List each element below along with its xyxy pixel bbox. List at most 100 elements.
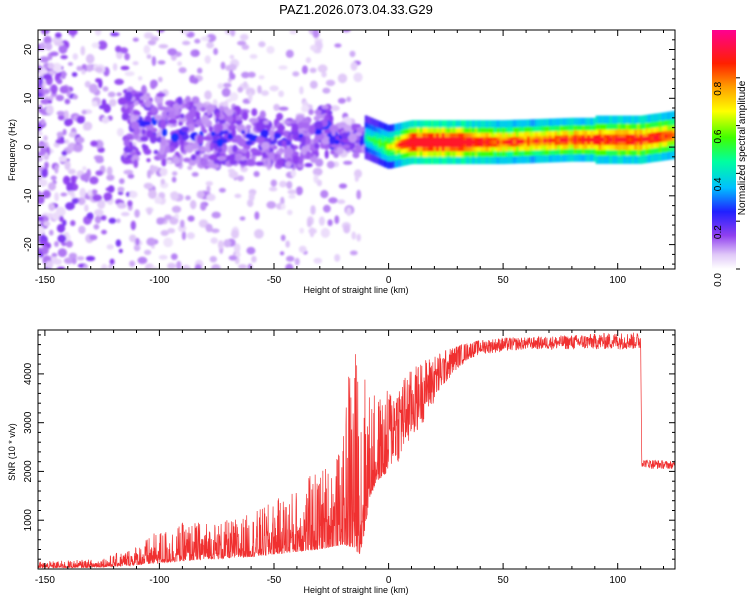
spectrogram-signal-cell [330, 149, 335, 155]
spectrogram-y-ticks: -20 -10 0 10 20 [23, 29, 675, 265]
spectrogram-noise-cell [107, 185, 115, 193]
spectrogram-ridge-cell [372, 138, 377, 143]
spectrogram-noise-cell [204, 55, 211, 64]
spectrogram-noise-cell [273, 103, 280, 111]
y-tick-label: -20 [23, 237, 34, 252]
spectrogram-ridge-cell [485, 140, 489, 145]
spectrogram-noise-cell [180, 219, 185, 228]
spectrogram-noise-cell [150, 36, 159, 42]
spectrogram-noise-cell [231, 229, 239, 239]
spectrogram-noise-cell [64, 139, 70, 144]
spectrogram-noise-cell [89, 176, 99, 185]
spectrogram-noise-cell [38, 225, 45, 236]
spectrogram-noise-cell [327, 219, 333, 227]
spectrogram-signal-cell [291, 122, 299, 133]
spectrogram-noise-cell [287, 209, 293, 216]
spectrogram-ridge-cell [477, 140, 481, 145]
spectrogram-signal-cell [190, 154, 197, 161]
spectrogram-noise-cell [91, 42, 100, 49]
spectrogram-noise-cell [87, 189, 93, 196]
spectrogram-ridge-cell [562, 137, 566, 143]
spectrogram-noise-cell [54, 192, 59, 202]
spectrogram-ridge-cell [392, 143, 396, 149]
spectrogram-noise-cell [278, 106, 289, 111]
spectrogram-noise-cell [89, 83, 98, 94]
spectrogram-noise-cell [47, 99, 53, 104]
spectrogram-noise-cell [54, 241, 59, 247]
spectrogram-noise-cell [205, 181, 213, 186]
spectrogram-signal-cell [218, 156, 227, 161]
spectrogram-ridge-cell [375, 139, 379, 145]
spectrogram-noise-cell [151, 56, 157, 67]
spectrogram-signal-cell [245, 124, 252, 130]
spectrogram-ridge-cell [403, 141, 407, 146]
spectrogram-signal-cell [297, 121, 305, 129]
spectrogram-noise-cell [132, 61, 139, 66]
spectrogram-signal-cell [336, 146, 344, 155]
spectrogram-noise-cell [316, 179, 322, 187]
spectrogram-noise-cell [312, 167, 323, 176]
spectrogram-noise-cell [107, 91, 116, 98]
spectrogram-noise-cell [310, 205, 316, 215]
spectrogram-noise-cell [288, 194, 296, 199]
spectrogram-noise-cell [270, 179, 277, 187]
spectrogram-noise-cell [194, 264, 202, 269]
spectrogram-noise-cell [200, 202, 207, 211]
spectrogram-ridge-cell [540, 138, 544, 143]
spectrogram-signal-cell [210, 131, 215, 137]
spectrogram-ridge-cell [521, 139, 525, 144]
spectrogram-noise-cell [67, 190, 75, 196]
spectrogram-noise-cell [121, 212, 130, 217]
spectrogram-noise-cell [285, 263, 294, 269]
spectrogram-ridge-cell [579, 137, 583, 142]
spectrogram-noise-cell [200, 36, 210, 42]
spectrogram-noise-cell [132, 37, 139, 42]
spectrogram-noise-cell [127, 173, 135, 179]
spectrogram-noise-cell [301, 104, 310, 113]
spectrogram-noise-cell [86, 212, 94, 219]
spectrogram-noise-cell [182, 264, 191, 269]
spectrogram-ridge-cell [548, 138, 553, 143]
spectrogram-ridge-cell [408, 140, 412, 145]
spectrogram-noise-cell [294, 257, 300, 266]
spectrogram-noise-cell [187, 165, 193, 170]
spectrogram-noise-cell [223, 239, 232, 248]
spectrogram-noise-cell [160, 178, 165, 185]
spectrogram-noise-cell [278, 90, 284, 98]
spectrogram-ridge-cell [656, 135, 660, 140]
spectrogram-noise-cell [178, 67, 187, 74]
spectrogram-ridge-cell [532, 138, 536, 144]
spectrogram-signal-cell [143, 148, 152, 155]
spectrogram-noise-cell [228, 255, 238, 261]
spectrogram-noise-cell [78, 225, 86, 234]
spectrogram-noise-cell [49, 51, 59, 57]
spectrogram-noise-cell [239, 33, 249, 41]
spectrogram-noise-cell [191, 172, 199, 177]
spectrogram-noise-cell [82, 166, 87, 171]
spectrogram-noise-cell [191, 96, 200, 104]
spectrogram-noise-cell [115, 239, 122, 247]
spectrogram-ridge-cell [405, 141, 410, 146]
spectrogram-noise-cell [181, 230, 186, 241]
spectrogram-noise-cell [137, 256, 148, 264]
spectrogram-noise-cell [338, 183, 348, 189]
spectrogram-noise-cell [351, 231, 357, 240]
spectrogram-signal-cell [188, 110, 196, 120]
spectrogram-signal-cell [302, 154, 307, 160]
spectrogram-signal-cell [331, 129, 336, 137]
spectrogram-noise-cell [93, 224, 100, 230]
spectrogram-ridge-cell [411, 140, 415, 145]
spectrogram-noise-cell [56, 78, 63, 85]
spectrogram-signal-cell [142, 121, 152, 126]
snr-panel: -150 -100 -50 0 50 100 1000 2000 3000 4000 Heigh… [7, 329, 676, 595]
spectrogram-noise-cell [44, 161, 49, 169]
spectrogram-noise-cell [141, 84, 147, 95]
spectrogram-ridge-cell [491, 140, 495, 145]
spectrogram-noise-cell [56, 110, 65, 116]
spectrogram-noise-cell [91, 100, 98, 107]
spectrogram-signal-cell [260, 129, 269, 138]
x-tick-label: 50 [498, 275, 510, 286]
spectrogram-noise-cell [38, 216, 44, 222]
spectrogram-noise-cell [70, 175, 77, 185]
spectrogram-noise-cell [50, 256, 58, 264]
